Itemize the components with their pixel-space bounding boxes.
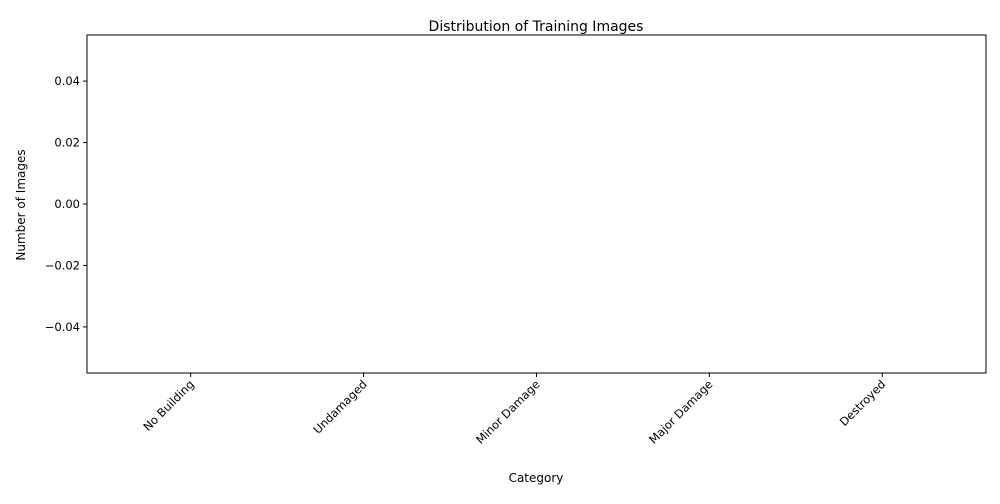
x-axis-label: Category [509,471,564,485]
plot-area [86,34,987,374]
y-axis: −0.04 −0.02 0.00 0.02 0.04 [45,74,87,334]
x-tick-label: Undamaged [310,377,369,436]
y-tick-label: 0.04 [54,74,80,88]
y-tick-label: 0.02 [54,136,80,150]
y-tick-label: −0.02 [45,258,80,272]
plot-frame [86,34,987,374]
y-axis-label: Number of Images [14,149,28,260]
x-tick-label: No Building [140,377,197,434]
x-tick-label: Major Damage [646,377,715,446]
chart-title: Distribution of Training Images [429,19,644,35]
x-tick-label: Destroyed [837,377,889,429]
x-axis: No Building Undamaged Minor Damage Major Da… [140,373,888,447]
y-tick-label: 0.00 [54,197,80,211]
y-tick-label: −0.04 [45,320,80,334]
x-tick-label: Minor Damage [473,377,543,447]
